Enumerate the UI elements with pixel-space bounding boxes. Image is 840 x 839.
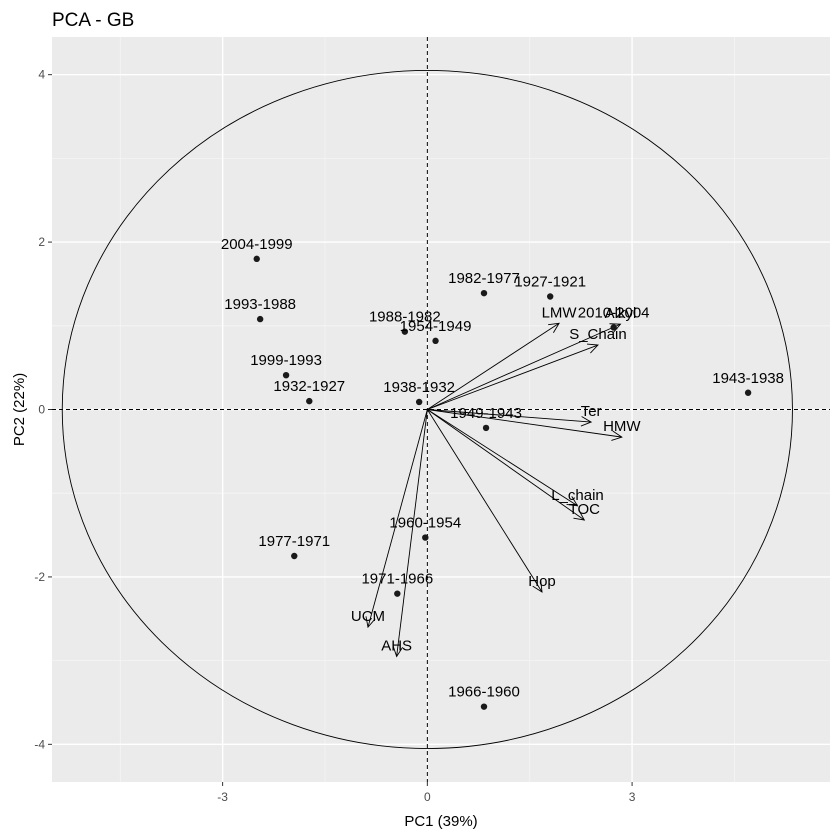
point-label: 2010-2004 xyxy=(578,304,650,321)
y-tick-label: 4 xyxy=(38,68,45,82)
data-point xyxy=(432,337,439,345)
point-label: 2004-1999 xyxy=(221,236,293,253)
y-axis-title: PC2 (22%) xyxy=(11,373,28,446)
arrow-head xyxy=(580,416,593,427)
x-tick-label: 0 xyxy=(424,790,431,804)
data-point xyxy=(480,289,488,297)
variable-arrow-toc xyxy=(427,409,585,521)
variable-arrow-hmw xyxy=(427,409,622,438)
variable-label: UCM xyxy=(351,608,385,625)
chart-title: PCA - GB xyxy=(52,10,134,31)
point-label: 1993-1988 xyxy=(224,296,296,313)
data-point xyxy=(401,328,409,335)
variable-arrow-ucm xyxy=(367,409,428,628)
variable-label: Hop xyxy=(528,573,556,590)
arrow-head xyxy=(586,343,599,354)
observation-points: 2004-1999 1993-1988 1999-1993 1932-1927 1988… xyxy=(221,236,784,710)
correlation-circle xyxy=(61,70,793,749)
variable-label: Alkyl xyxy=(605,305,637,322)
y-tick-label: 2 xyxy=(38,235,45,249)
y-tick-label: -4 xyxy=(34,737,45,751)
arrow-head xyxy=(532,581,543,593)
variable-label: L_chain xyxy=(551,487,604,504)
correlation-circle-layer xyxy=(61,70,793,749)
point-label: 1954-1949 xyxy=(400,318,472,335)
point-label: 1949-1943 xyxy=(450,405,522,422)
point-label: 1927-1921 xyxy=(514,273,586,290)
y-tick-label: 0 xyxy=(38,403,45,417)
point-label: 1943-1938 xyxy=(712,370,784,387)
arrow-head xyxy=(365,616,376,629)
arrow-head xyxy=(548,322,560,333)
point-label: 1971-1966 xyxy=(361,571,433,588)
variable-arrow-hop xyxy=(426,409,543,593)
arrow-head xyxy=(611,430,623,441)
data-point xyxy=(415,398,423,406)
variable-label: HMW xyxy=(603,418,641,435)
arrow-head xyxy=(566,496,579,507)
data-point xyxy=(744,389,752,396)
data-point xyxy=(256,315,264,323)
y-tick-label: -2 xyxy=(34,570,45,584)
point-label: 1977-1971 xyxy=(258,533,330,550)
variable-arrow-lmw xyxy=(427,322,560,410)
point-label: 1982-1977 xyxy=(448,270,520,287)
variable-label: Ter xyxy=(581,403,602,420)
data-point xyxy=(482,424,490,432)
y-axis-ticks: -4 -2 0 2 4 xyxy=(34,68,52,751)
data-point xyxy=(394,590,401,597)
point-label: 1938-1932 xyxy=(383,379,455,396)
variable-arrow-ahs xyxy=(396,409,428,657)
arrow-head xyxy=(573,510,586,521)
data-point xyxy=(253,255,260,263)
x-axis-title: PC1 (39%) xyxy=(404,813,477,830)
variable-label: S_Chain xyxy=(569,326,627,343)
point-label: 1988-1982 xyxy=(369,309,441,326)
x-axis-ticks: -3 0 3 xyxy=(217,782,636,804)
variable-arrow-s_chain xyxy=(427,344,599,410)
data-point xyxy=(422,534,429,541)
point-label: 1960-1954 xyxy=(389,515,461,532)
variable-arrow-l_chain xyxy=(427,409,578,507)
data-point xyxy=(610,324,617,331)
point-label: 1966-1960 xyxy=(448,684,520,701)
arrow-head xyxy=(392,645,403,658)
x-tick-label: -3 xyxy=(217,790,228,804)
data-point xyxy=(306,397,313,405)
data-point xyxy=(282,371,290,379)
variable-label: LMW xyxy=(542,304,578,321)
data-point xyxy=(546,293,554,300)
data-point xyxy=(291,552,298,560)
variable-label: AHS xyxy=(381,637,412,654)
data-point xyxy=(480,703,488,710)
variable-arrow-alkyl xyxy=(427,323,621,410)
variable-label: TOC xyxy=(569,501,601,518)
point-label: 1999-1993 xyxy=(250,352,322,369)
point-label: 1932-1927 xyxy=(273,378,345,395)
variable-arrow-ter xyxy=(427,409,592,423)
x-tick-label: 3 xyxy=(629,790,636,804)
